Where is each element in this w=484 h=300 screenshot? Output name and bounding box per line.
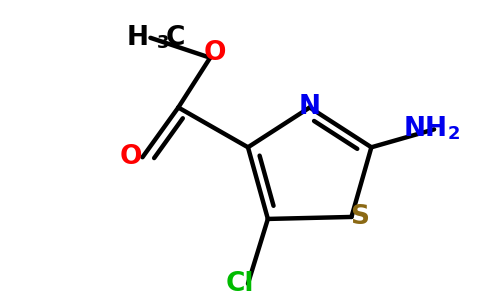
Text: N: N [299,94,321,121]
Text: O: O [119,144,142,170]
Text: O: O [204,40,227,66]
Text: H: H [126,25,149,51]
Text: 3: 3 [156,34,169,52]
Text: NH: NH [404,116,448,142]
Text: C: C [166,25,185,51]
Text: Cl: Cl [226,271,254,297]
Text: S: S [350,204,369,230]
Text: 2: 2 [448,125,460,143]
